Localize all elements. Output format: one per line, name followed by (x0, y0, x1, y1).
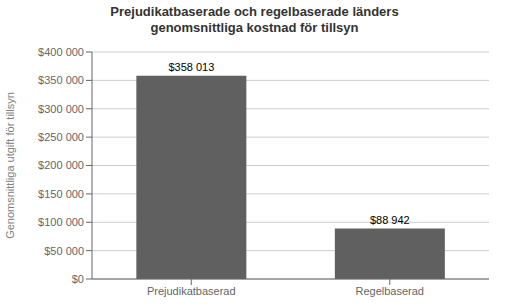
html-text:Prejudikatbaserade och regelba: Prejudikatbaserade och regelbaserade län… (110, 4, 399, 19)
svg-text:$50 000: $50 000 (44, 245, 84, 257)
svg-text:$88 942: $88 942 (370, 214, 410, 226)
svg-text:$0: $0 (72, 273, 84, 285)
svg-text:$100 000: $100 000 (38, 216, 84, 228)
svg-text:$150 000: $150 000 (38, 188, 84, 200)
svg-text:$358 013: $358 013 (168, 61, 214, 73)
svg-text:Prejudikatbaserad: Prejudikatbaserad (147, 285, 236, 297)
svg-text:Regelbaserad: Regelbaserad (356, 285, 425, 297)
svg-text:$200 000: $200 000 (38, 159, 84, 171)
svg-text:$250 000: $250 000 (38, 131, 84, 143)
svg-text:Genomsnittliga utgift för till: Genomsnittliga utgift för tillsyn (8, 92, 16, 239)
html-text:genomsnittliga kostnad för til: genomsnittliga kostnad för tillsyn (150, 20, 359, 35)
svg-text:$400 000: $400 000 (38, 46, 84, 58)
svg-text:$350 000: $350 000 (38, 74, 84, 86)
svg-text:$300 000: $300 000 (38, 103, 84, 115)
